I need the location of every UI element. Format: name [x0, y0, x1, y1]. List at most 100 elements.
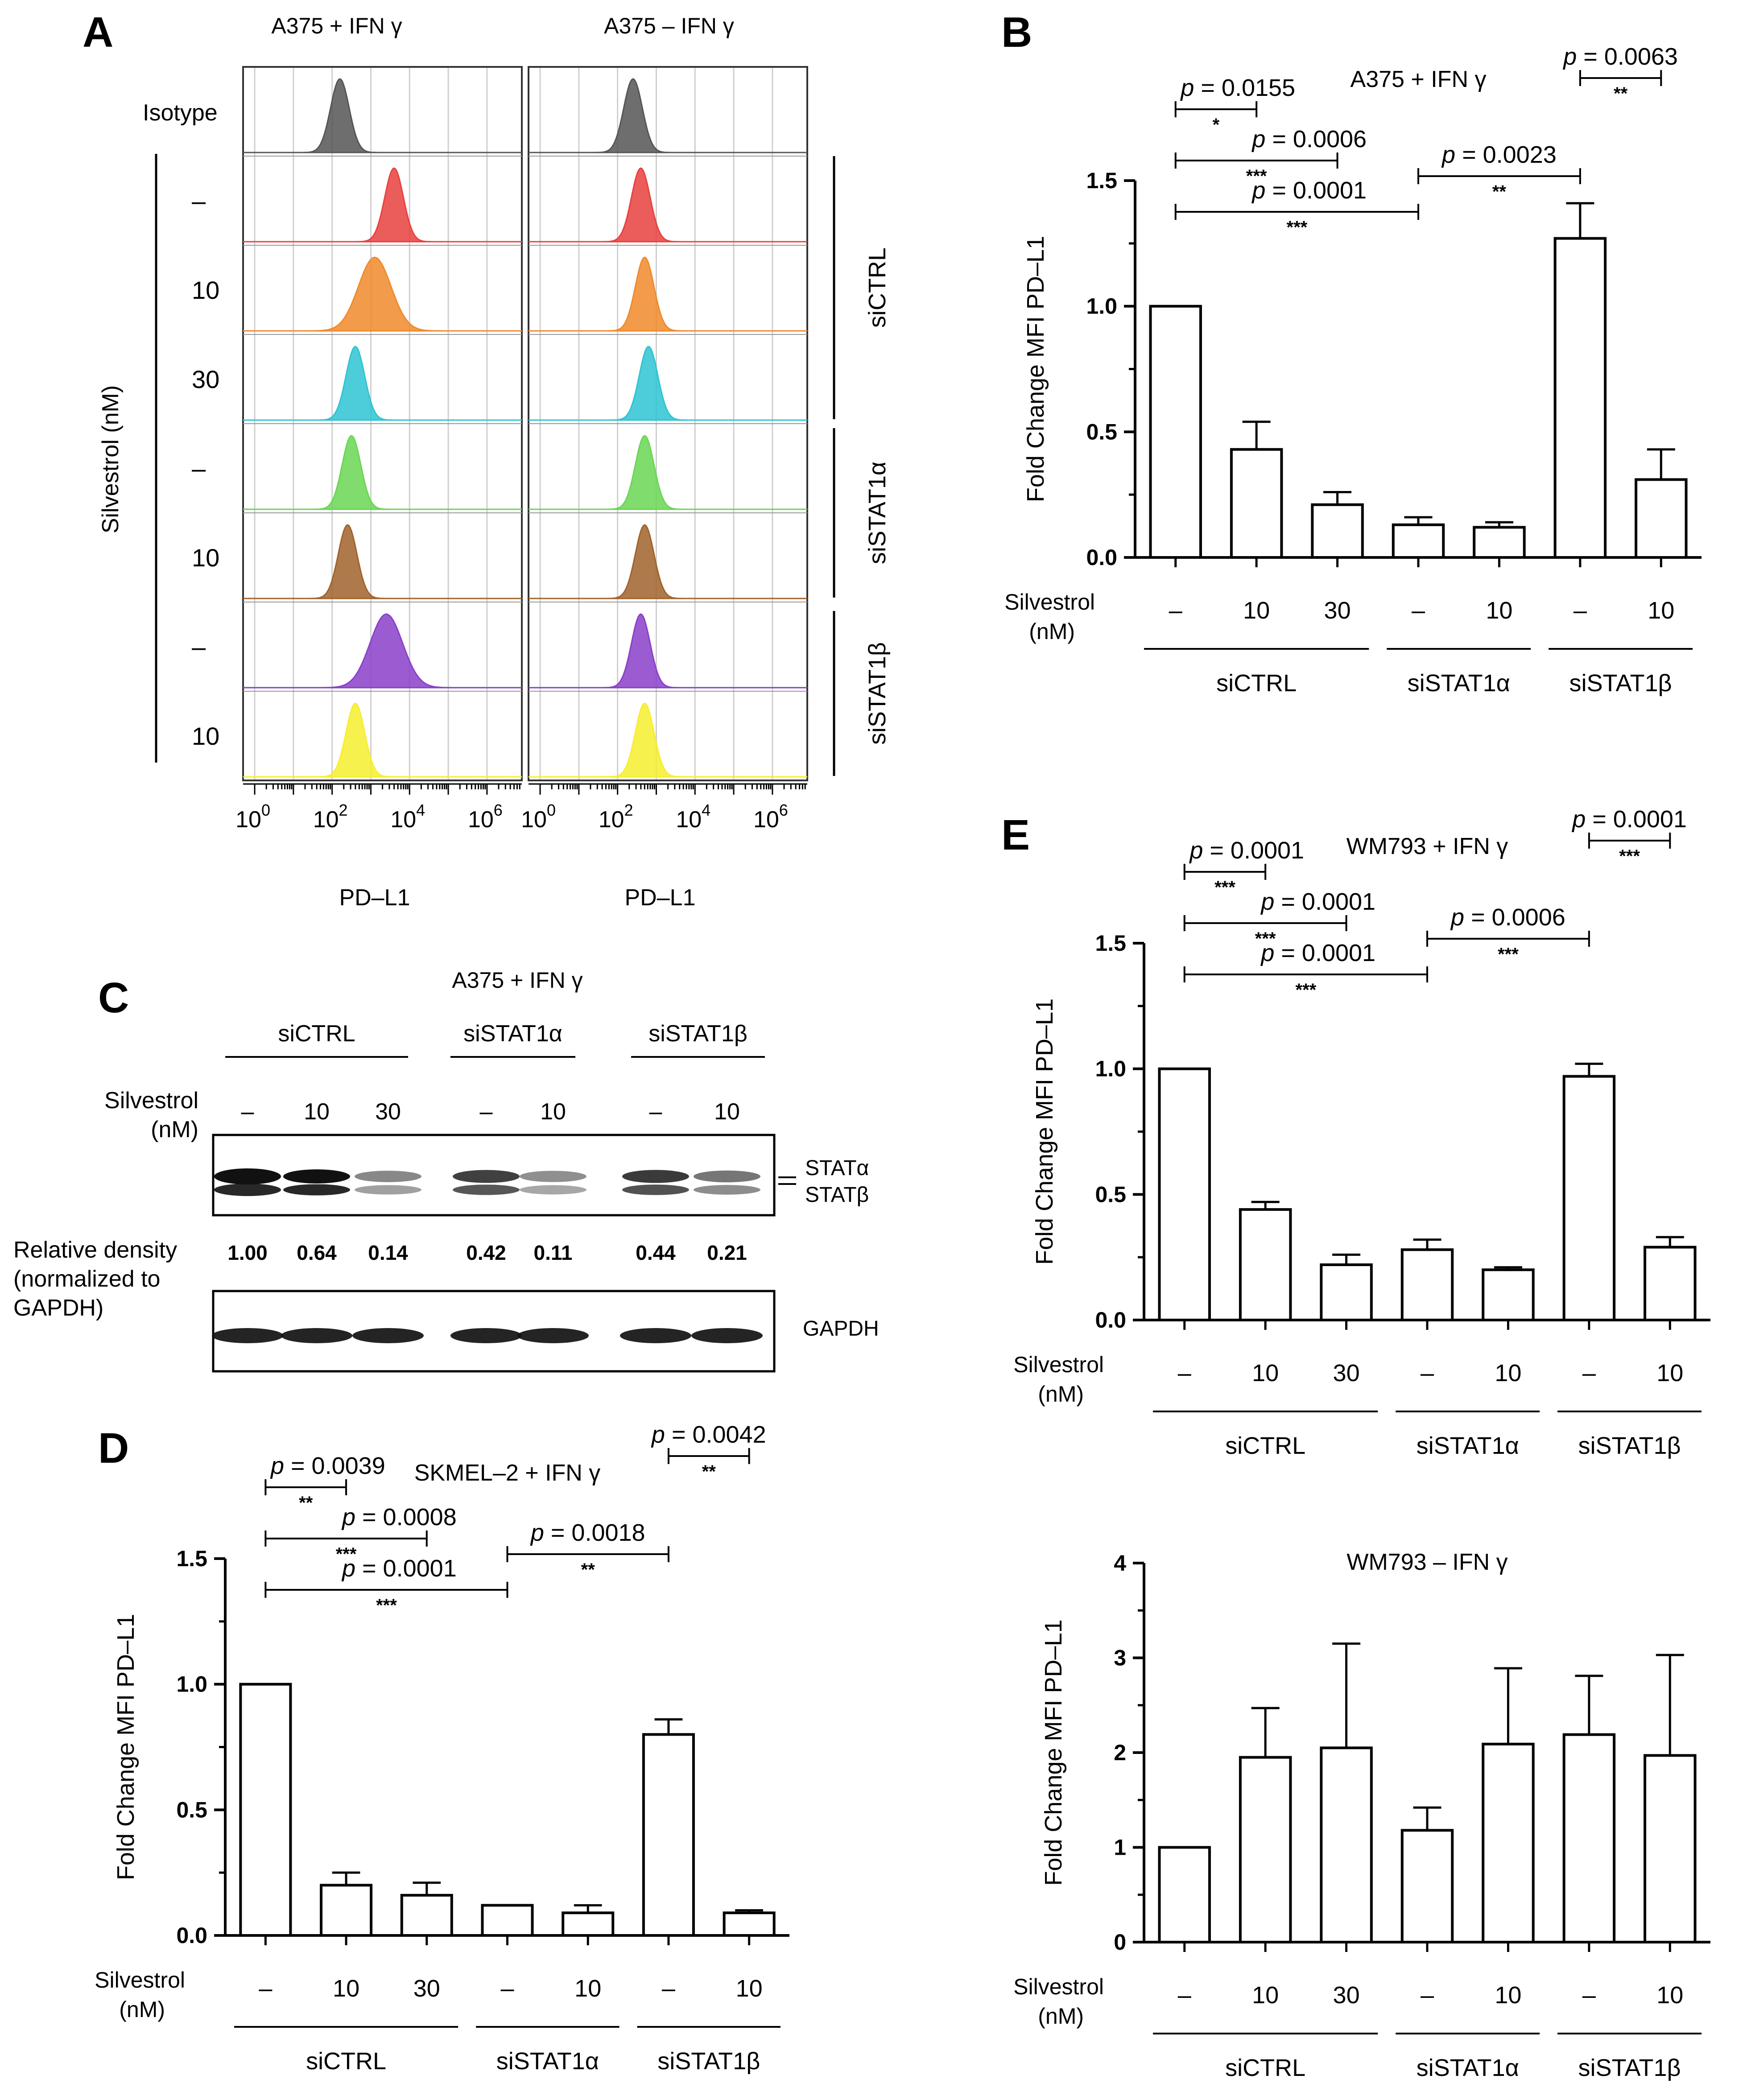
chart-y-tick-label: 0	[1114, 1930, 1126, 1955]
histogram-right-row-4	[607, 435, 683, 510]
histogram-right-row-3	[610, 346, 687, 421]
group-label: siSTAT1α	[1417, 2055, 1519, 2081]
chart-y-tick-label: 1.5	[176, 1546, 207, 1571]
panel-a-row-label: 10	[192, 722, 219, 750]
category-label: 30	[1333, 1360, 1360, 1386]
bar	[1311, 503, 1364, 559]
panel-letter-d: D	[98, 1424, 129, 1472]
gapdh-band	[620, 1328, 691, 1343]
histogram-left-row-4	[313, 435, 390, 510]
bar	[1635, 478, 1688, 559]
stat-band	[283, 1169, 350, 1184]
histogram-tick-label: 104	[676, 801, 710, 833]
bar	[1482, 1742, 1535, 1943]
chart-y-tick-label: 0.5	[176, 1797, 207, 1822]
significance-stars: ***	[1498, 945, 1519, 964]
category-label: –	[259, 1975, 272, 2002]
p-value-label: p = 0.0006	[1251, 126, 1367, 153]
blot-density-value: 0.14	[368, 1241, 408, 1264]
chart-y-tick-label: 0.0	[176, 1923, 207, 1948]
blot-density-value: 0.21	[707, 1241, 747, 1264]
blot-density-value: 0.42	[466, 1241, 506, 1264]
p-value-label: p = 0.0042	[651, 1421, 766, 1448]
blot-group-label: siCTRL	[278, 1021, 355, 1047]
panel-a-group-label: siSTAT1β	[864, 642, 891, 745]
bar	[642, 1733, 695, 1937]
category-label: 30	[1333, 1982, 1360, 2009]
group-label: siSTAT1β	[1570, 670, 1672, 697]
stat-band	[355, 1171, 421, 1182]
panel-a-group-label: siSTAT1α	[864, 462, 891, 564]
blot-lane-label: –	[241, 1099, 254, 1125]
silvestrol-label: Silvestrol	[95, 1968, 185, 1993]
significance-stars: ***	[376, 1596, 397, 1615]
bar	[1644, 1754, 1697, 1943]
chart-y-label: Fold Change MFI PD–L1	[1031, 998, 1058, 1265]
chart-y-label: Fold Change MFI PD–L1	[1022, 236, 1049, 502]
p-value-label: p = 0.0001	[1571, 806, 1687, 833]
panel-a-row-label: 30	[192, 365, 219, 393]
bar	[1149, 305, 1202, 559]
significance-stars: ***	[336, 1544, 357, 1564]
p-value-label: p = 0.0155	[1180, 74, 1295, 101]
bar	[1239, 1208, 1292, 1321]
histogram-right-row-2	[607, 256, 683, 332]
panel-a-group-label: siCTRL	[864, 248, 891, 328]
bar	[1320, 1263, 1373, 1321]
panel-c-silvestrol-label: Silvestrol	[104, 1088, 198, 1114]
panel-e-bottom-bar-chart: WM793 – IFN γ Fold Change MFI PD–L1 0 1 2 3 4 S…	[1013, 1549, 1710, 2081]
bar	[320, 1884, 373, 1937]
stat-band-lower	[283, 1184, 350, 1196]
panel-c-nm-label: (nM)	[151, 1117, 198, 1143]
panel-letter-c: C	[98, 974, 129, 1022]
chart-y-tick-label: 1.0	[1086, 294, 1117, 319]
blot-group-label: siSTAT1β	[648, 1021, 748, 1047]
histogram-right-row-1	[603, 167, 679, 243]
density-label-line-2: (normalized to	[13, 1266, 160, 1292]
significance-stars: **	[299, 1493, 313, 1513]
group-label: siCTRL	[1225, 2055, 1305, 2081]
category-label: 10	[736, 1975, 763, 2002]
chart-y-label: Fold Change MFI PD–L1	[1040, 1619, 1067, 1885]
stat-band-lower	[694, 1185, 760, 1195]
gapdh-band	[691, 1328, 763, 1343]
gapdh-band	[352, 1328, 424, 1343]
category-label: 10	[574, 1975, 601, 2002]
bar	[1239, 1756, 1292, 1943]
stat-band	[453, 1170, 520, 1183]
chart-title: WM793 + IFN γ	[1346, 833, 1508, 859]
stat-band	[214, 1168, 281, 1184]
blot-density-value: 1.00	[227, 1241, 268, 1264]
group-label: siCTRL	[306, 2048, 386, 2075]
category-label: –	[1178, 1982, 1191, 2009]
bar	[239, 1683, 292, 1937]
panel-c-western-blot: A375 + IFN γ siCTRL siSTAT1α siSTAT1β Silv…	[13, 968, 879, 1373]
stat-band	[622, 1170, 689, 1183]
significance-stars: ***	[1246, 166, 1267, 186]
panel-c-title: A375 + IFN γ	[452, 968, 582, 993]
bar	[1553, 237, 1607, 559]
histogram-left-row-7	[317, 702, 394, 778]
bar	[400, 1894, 453, 1937]
panel-letter-a: A	[83, 8, 113, 56]
p-value-label: p = 0.0008	[341, 1504, 457, 1531]
p-value-label: p = 0.0039	[270, 1452, 385, 1479]
density-label-line-3: GAPDH)	[13, 1295, 103, 1321]
group-label: siCTRL	[1216, 670, 1297, 697]
panel-a-right-xlabel: PD–L1	[625, 885, 696, 911]
nm-label: (nM)	[1038, 1382, 1084, 1407]
p-value-label: p = 0.0001	[1260, 940, 1375, 966]
panel-a-silvestrol-axis-label: Silvestrol (nM)	[98, 385, 124, 533]
panel-a-row-label: –	[192, 454, 206, 483]
blot-lane-label: 10	[304, 1099, 330, 1125]
p-value-label: p = 0.0001	[1189, 837, 1304, 864]
density-label-line-1: Relative density	[13, 1237, 177, 1263]
bar	[1562, 1733, 1616, 1943]
blot-lane-label: –	[649, 1099, 662, 1125]
significance-stars: ***	[1296, 980, 1317, 1000]
category-label: –	[1421, 1982, 1434, 2009]
blot-density-value: 0.44	[636, 1241, 676, 1264]
panel-a-row-label: 10	[192, 276, 219, 304]
histogram-right-row-6	[603, 613, 679, 689]
